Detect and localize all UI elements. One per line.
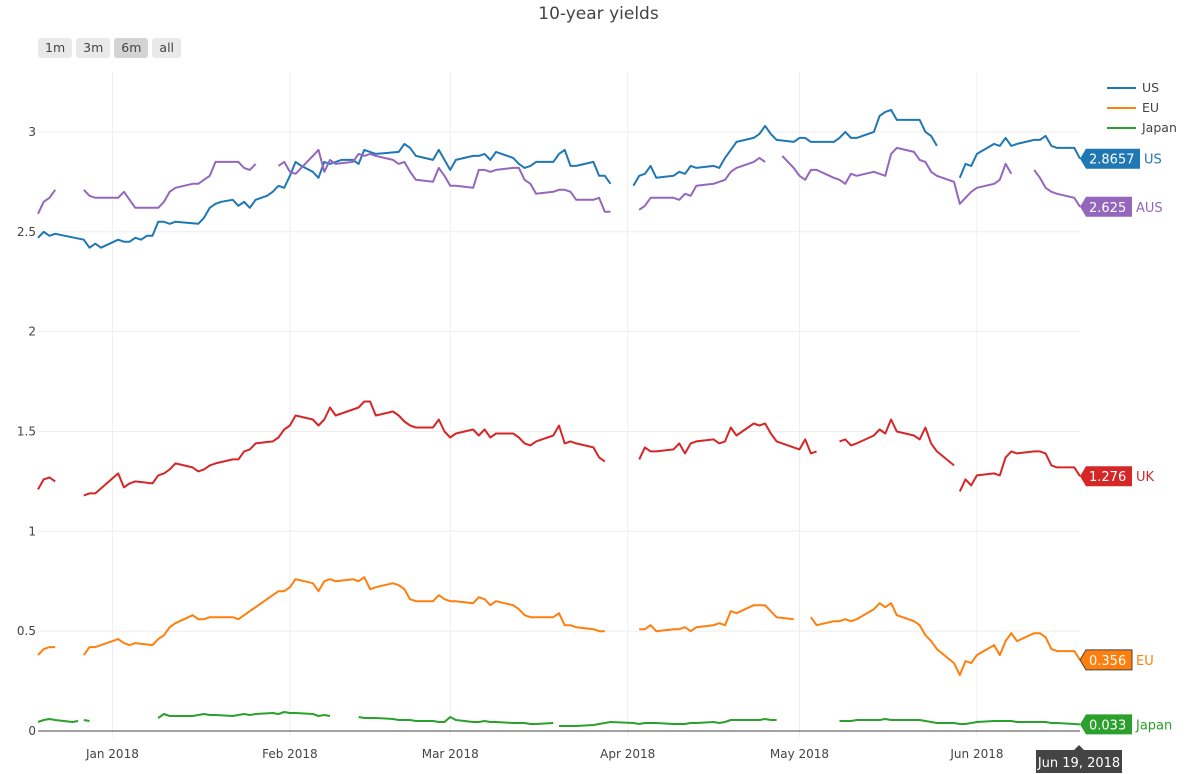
x-axis-ticks: Jan 2018 Feb 2018 Mar 2018 Apr 2018 May 2018… [85,747,1004,761]
series-line-uk [839,418,955,467]
tag-series-name-aus: AUS [1136,201,1163,216]
y-tick-label: 2.5 [17,225,36,239]
series-line-japan [37,718,79,723]
y-tick-label: 3 [28,125,36,139]
tag-box-us [1080,148,1140,169]
series-line-aus [781,146,1013,205]
x-tick-label: Jan 2018 [85,747,139,761]
range-button-1m[interactable]: 1m [38,38,73,58]
x-tick-label: Apr 2018 [600,747,655,761]
series-line-eu [37,646,56,656]
chart-title: 10-year yields [538,4,659,24]
tag-value-us: 2.8657 [1089,153,1135,168]
range-button-3m[interactable]: 3m [76,38,111,58]
last-value-tags: 2.8657 US 0.356 EU 0.033 Japan 1.276 UK 2.625 AUS [1079,148,1172,735]
range-button-all[interactable]: all [152,38,182,58]
tag-value-eu: 0.356 [1089,654,1126,669]
legend-item-us[interactable]: US [1107,80,1159,95]
tag-us: 2.8657 US [1080,148,1162,169]
tag-value-aus: 2.625 [1089,201,1126,216]
series-line-uk [37,476,56,490]
legend-label-eu: EU [1142,100,1159,115]
series-line-uk [638,422,817,460]
series-line-aus [37,189,57,215]
tag-box-uk [1080,466,1132,487]
x-tick-label: May 2018 [770,747,829,761]
series-line-eu [810,602,1081,677]
series-line-japan [157,711,331,719]
tag-box-japan [1080,714,1132,735]
series-line-us [958,134,1081,179]
series-japan [37,711,1081,727]
series-line-japan [839,718,1081,726]
series-eu [37,576,1081,677]
series-line-aus [1033,169,1081,208]
y-tick-label: 0 [28,724,36,738]
tag-aus: 2.625 AUS [1080,196,1163,217]
series-line-uk [83,400,606,497]
tag-value-japan: 0.033 [1089,718,1126,733]
legend-item-eu[interactable]: EU [1107,100,1159,115]
y-axis-ticks: 0 0.5 1 1.5 2 2.5 3 [17,125,36,738]
hover-date-box [1036,745,1122,773]
hover-date-label: Jun 19, 2018 [1036,745,1122,773]
legend-item-japan[interactable]: Japan [1107,120,1177,135]
tag-series-name-us: US [1144,153,1162,168]
x-tick-label: Feb 2018 [262,747,318,761]
y-tick-label: 1.5 [17,424,36,438]
series-line-eu [82,576,605,656]
tag-value-uk: 1.276 [1089,470,1126,485]
series-aus [37,146,1081,215]
series-line-japan [83,719,90,722]
tag-box-eu [1079,649,1133,671]
tag-uk: 1.276 UK [1080,466,1155,487]
legend-label-us: US [1142,80,1159,95]
series-line-aus [277,148,611,213]
tag-series-name-japan: Japan [1135,718,1172,733]
tag-eu: 0.356 EU [1079,649,1154,671]
series-line-us [632,108,938,187]
range-button-6m[interactable]: 6m [114,38,149,58]
series-line-eu [639,604,794,633]
series-line-japan [559,718,777,727]
tag-series-name-uk: UK [1136,470,1155,485]
legend[interactable]: US EU Japan [1107,80,1177,135]
series-lines [37,108,1081,727]
y-tick-label: 2 [28,325,36,339]
y-tick-label: 1 [28,524,36,538]
gridlines [38,72,1080,737]
range-selector: 1m 3m 6m all [38,38,182,58]
tag-japan: 0.033 Japan [1080,714,1172,735]
series-line-japan [358,716,554,725]
series-us [37,108,1081,249]
tag-box-aus [1080,196,1132,217]
series-line-us [37,142,612,249]
series-line-uk [958,450,1081,492]
legend-label-japan: Japan [1141,120,1177,135]
hover-date-text: Jun 19, 2018 [1037,756,1120,771]
series-line-aus [638,156,766,211]
x-tick-label: Mar 2018 [422,747,479,761]
series-uk [37,400,1081,497]
series-line-aus [83,160,257,209]
y-tick-label: 0.5 [17,624,36,638]
x-tick-label: Jun 2018 [949,747,1003,761]
tag-series-name-eu: EU [1136,654,1154,669]
